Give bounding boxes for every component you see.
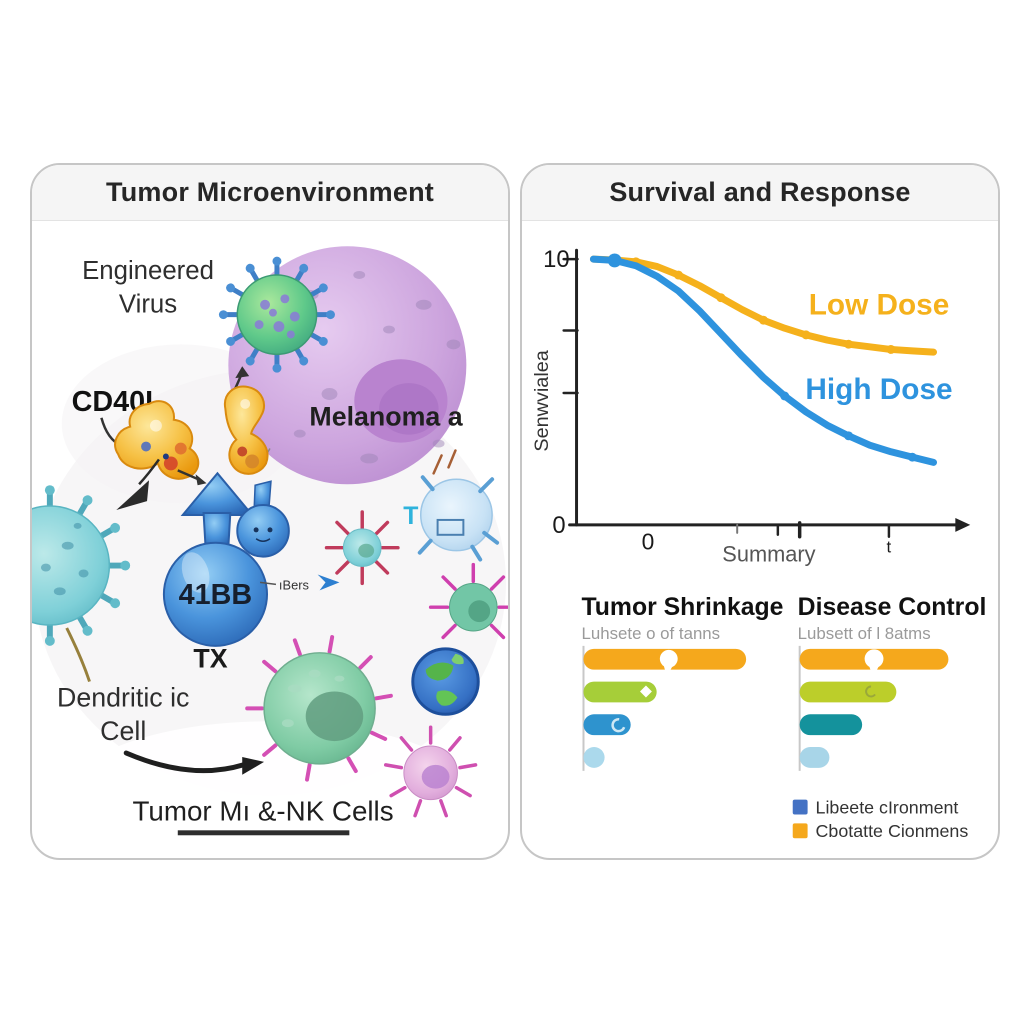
spiky-cell-green <box>428 562 508 640</box>
legend-item-2: Cbotatte Cionmens <box>816 821 969 841</box>
survival-curves <box>589 253 938 466</box>
curve-marker <box>674 270 683 280</box>
blue-flask <box>236 480 290 558</box>
dendritic-arrow <box>123 750 246 774</box>
teal-virus <box>32 485 130 683</box>
disease-control-subtitle: Lubsett of l 8atms <box>798 624 931 643</box>
curve-marker <box>759 315 768 325</box>
small-arrowhead <box>195 474 207 486</box>
y-tick-0: 0 <box>552 512 565 539</box>
high-dose-label: High Dose <box>805 373 952 406</box>
curve-marker <box>716 293 726 303</box>
engineered-virus-label-line2: Virus <box>119 291 177 319</box>
curve-marker <box>607 253 622 268</box>
survival-response-panel: Survival and Response 10 0 0 t Summary S… <box>520 163 1000 860</box>
virus-entry-arrowhead <box>235 366 250 379</box>
tumor-shrinkage-subtitle: Luhsete o of tanns <box>582 624 721 643</box>
blue-arrow-balloon: 41BB <box>162 471 269 647</box>
disease-control-title: Disease Control <box>798 594 987 621</box>
survival-axes <box>562 248 964 539</box>
dart-icon <box>317 574 340 591</box>
legend: Libeete cIronment Cbotatte Cionmens <box>792 797 969 841</box>
cd40l-protein-blobs <box>114 385 269 480</box>
bar <box>583 747 605 768</box>
left-panel-header: Tumor Microenvironment <box>32 165 508 221</box>
curve-marker <box>801 330 811 340</box>
t-cell: T <box>403 449 500 562</box>
x-tick-0: 0 <box>642 529 655 555</box>
caption-underline <box>177 830 350 836</box>
receptor-label: ıBers <box>279 577 309 592</box>
curve-marker <box>886 344 896 354</box>
high-dose-curve <box>589 255 938 466</box>
right-panel-title: Survival and Response <box>609 177 911 207</box>
bar <box>799 747 830 768</box>
x-axis-arrowhead <box>955 517 971 532</box>
bar <box>583 681 657 703</box>
receptor-callout: ıBers <box>259 574 340 592</box>
globe-cell <box>411 647 480 716</box>
balloon-label: 41BB <box>179 579 253 611</box>
engineered-virus <box>219 257 335 373</box>
blob-arrow-line <box>138 458 160 486</box>
dendritic-label-line1: Dendritic ic <box>57 682 189 712</box>
dendritic-label-line2: Cell <box>100 716 146 746</box>
tumor-microenvironment-illustration: Melanoma a Engineered Virus CD40L <box>32 246 508 858</box>
tumor-shrinkage-title: Tumor Shrinkage <box>582 594 784 621</box>
curve-marker <box>844 431 854 441</box>
legend-swatch-blue <box>792 799 808 815</box>
low-dose-label: Low Dose <box>809 289 950 322</box>
tumor-microenvironment-panel: Tumor Microenvironment <box>30 163 510 860</box>
melanoma-label: Melanoma a <box>309 402 463 432</box>
bar <box>583 714 631 736</box>
right-panel-header: Survival and Response <box>522 165 998 221</box>
bar <box>799 714 863 736</box>
left-panel-title: Tumor Microenvironment <box>106 177 434 207</box>
curve-marker <box>780 391 790 401</box>
engineered-virus-label-line1: Engineered <box>82 257 214 285</box>
x-tick-t: t <box>887 538 892 557</box>
curve-marker <box>907 452 917 462</box>
virus-tail <box>65 627 91 683</box>
pink-spiky-cell <box>383 725 478 818</box>
spiky-cell-teal <box>324 510 400 586</box>
dendritic-arrowhead <box>242 756 265 775</box>
t-cell-label: T <box>403 503 418 530</box>
large-green-cell <box>245 635 393 782</box>
legend-item-1: Libeete cIronment <box>816 797 959 817</box>
x-axis-label: Summary <box>722 542 815 567</box>
cell-box-glyph <box>436 518 465 536</box>
tx-glyph: TX <box>193 644 227 674</box>
curve-marker <box>844 339 854 349</box>
y-axis-label: Senwvialea <box>531 349 553 451</box>
legend-swatch-orange <box>792 823 808 839</box>
bottom-caption: Tumor Mı &-NK Cells <box>133 795 394 826</box>
y-tick-10: 10 <box>543 246 569 273</box>
bar <box>799 681 897 703</box>
survival-response-charts: 10 0 0 t Summary Senwvialea Low Dose Hig… <box>531 246 987 841</box>
